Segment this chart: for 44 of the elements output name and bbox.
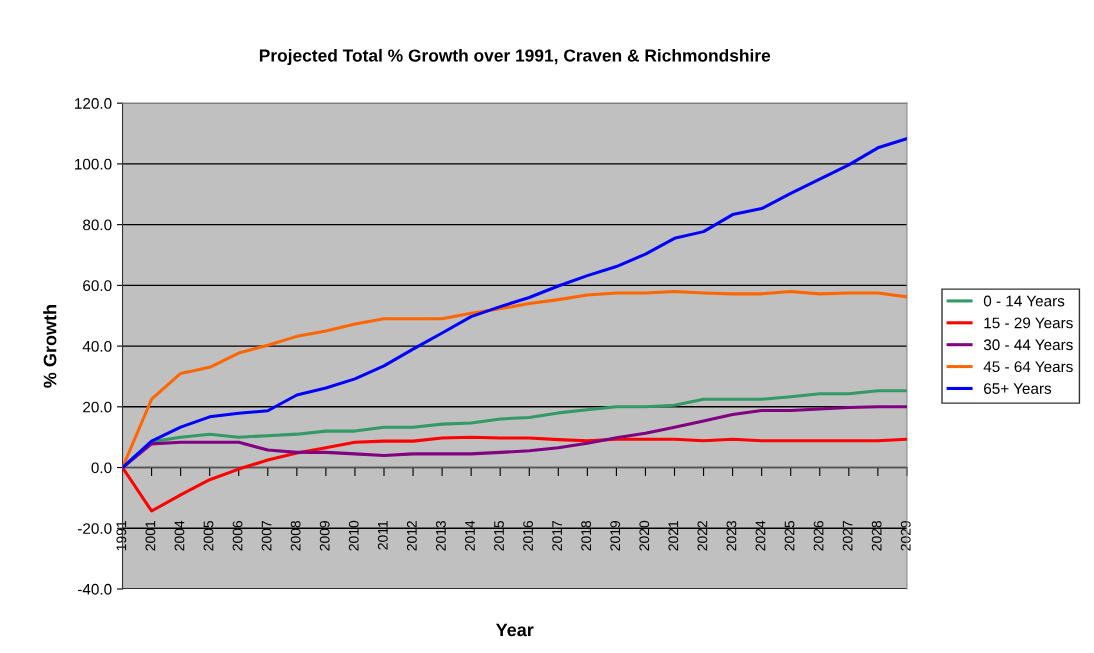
x-tick-label: 2007 xyxy=(261,521,272,551)
x-tick-label: 2026 xyxy=(813,520,824,551)
x-tick-label: 2001 xyxy=(145,521,156,551)
x-tick-label: 2027 xyxy=(842,521,853,551)
x-tick-label: 2022 xyxy=(697,521,708,551)
y-tick-label: 60.0 xyxy=(83,280,112,292)
x-tick-label: 2017 xyxy=(552,521,563,551)
x-tick-label: 2023 xyxy=(726,520,737,551)
x-tick-label: 2011 xyxy=(377,521,388,550)
x-axis-title: Year xyxy=(495,623,534,637)
x-tick-label: 2010 xyxy=(348,520,359,551)
x-tick-label: 2016 xyxy=(523,520,533,551)
x-tick-label: 2029 xyxy=(900,520,911,551)
legend-label: 30 - 44 Years xyxy=(983,339,1073,351)
x-tick-label: 2014 xyxy=(465,520,475,551)
x-tick-label: 2005 xyxy=(203,520,214,551)
x-tick-label: 2025 xyxy=(784,520,795,551)
legend-label: 0 - 14 Years xyxy=(983,295,1065,307)
x-tick-label: 2004 xyxy=(174,520,185,551)
chart-title: Projected Total % Growth over 1991, Craven & Richmondshire xyxy=(259,48,771,66)
y-axis-title: % Growth xyxy=(43,305,57,388)
x-tick-label: 2019 xyxy=(610,520,621,551)
x-tick-label: 2024 xyxy=(755,520,766,551)
x-tick-label: 2021 xyxy=(668,521,679,551)
legend-label: 15 - 29 Years xyxy=(984,317,1073,329)
y-tick-label: 120.0 xyxy=(75,98,112,109)
x-tick-label: 2008 xyxy=(290,520,301,551)
y-tick-label: -40.0 xyxy=(77,583,112,595)
x-tick-label: 2018 xyxy=(581,520,592,551)
y-tick-label: 20.0 xyxy=(83,401,112,413)
x-tick-label: 2006 xyxy=(232,520,243,551)
y-tick-label: 0.0 xyxy=(91,462,112,474)
legend-label: 45 - 64 Years xyxy=(983,361,1073,373)
y-tick-label: -20.0 xyxy=(77,523,112,534)
x-tick-label: 2020 xyxy=(639,520,650,551)
x-tick-label: 2009 xyxy=(319,520,330,551)
y-tick-label: 100.0 xyxy=(75,158,112,170)
y-tick-label: 40.0 xyxy=(82,340,112,352)
x-tick-label: 2012 xyxy=(406,521,417,551)
x-tick-label: 2015 xyxy=(494,520,504,551)
x-tick-label: 2013 xyxy=(435,520,446,551)
y-tick-label: 80.0 xyxy=(83,219,112,231)
x-tick-label: 2028 xyxy=(871,520,882,551)
legend-label: 65+ Years xyxy=(984,383,1052,394)
